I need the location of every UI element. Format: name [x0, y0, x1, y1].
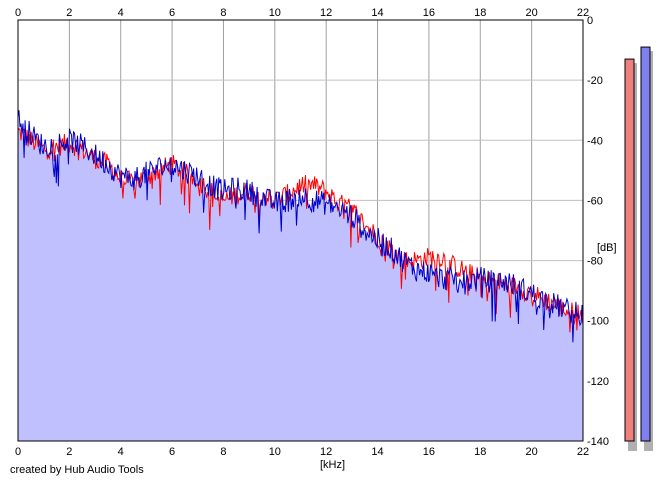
x-tick-label-top: 20 — [526, 7, 538, 19]
x-tick-label-top: 22 — [577, 7, 589, 19]
x-tick-label-bottom: 6 — [169, 446, 175, 458]
y-tick-label: -20 — [587, 75, 603, 87]
spectrum-fill — [18, 128, 583, 441]
x-tick-label-bottom: 12 — [320, 446, 332, 458]
level-meters — [624, 46, 653, 452]
x-tick-label-bottom: 22 — [577, 446, 589, 458]
x-tick-label-top: 2 — [66, 7, 72, 19]
x-tick-label-bottom: 0 — [15, 446, 21, 458]
x-tick-label-top: 0 — [15, 7, 21, 19]
x-tick-label-top: 16 — [423, 7, 435, 19]
y-tick-label: -60 — [587, 195, 603, 207]
x-tick-label-top: 4 — [118, 7, 124, 19]
level-meter-left — [624, 58, 635, 442]
x-tick-labels-bottom: 0 2 4 6 8 10 12 14 16 18 20 22 — [15, 446, 589, 458]
y-tick-label: -100 — [587, 316, 609, 328]
series-line-blue — [17, 110, 584, 343]
x-tick-label-top: 8 — [220, 7, 226, 19]
y-tick-labels: 0 -20 -40 -60 -80 -100 -120 -140 — [587, 15, 609, 448]
spectrum-area — [18, 128, 583, 441]
x-tick-labels-top: 0 2 4 6 8 10 12 14 16 18 20 22 — [15, 7, 589, 19]
credit-text: created by Hub Audio Tools — [10, 464, 144, 476]
y-tick-label: -140 — [587, 436, 609, 448]
x-tick-label-bottom: 10 — [269, 446, 281, 458]
spectrum-lines — [17, 110, 584, 343]
x-tick-label-bottom: 18 — [474, 446, 486, 458]
x-tick-label-bottom: 4 — [118, 446, 124, 458]
x-tick-label-top: 10 — [269, 7, 281, 19]
x-tick-label-top: 14 — [371, 7, 383, 19]
x-tick-label-top: 6 — [169, 7, 175, 19]
x-tick-label-bottom: 8 — [220, 446, 226, 458]
plot-frame — [17, 19, 584, 442]
y-axis-label: [dB] — [597, 242, 617, 254]
level-meter-right — [640, 46, 651, 442]
y-tick-label: -80 — [587, 256, 603, 268]
x-tick-label-bottom: 2 — [66, 446, 72, 458]
x-tick-label-bottom: 16 — [423, 446, 435, 458]
x-tick-label-top: 18 — [474, 7, 486, 19]
y-tick-label: 0 — [587, 15, 593, 27]
x-axis-label: [kHz] — [320, 459, 345, 471]
x-tick-label-top: 12 — [320, 7, 332, 19]
y-tick-label: -120 — [587, 376, 609, 388]
x-tick-label-bottom: 20 — [526, 446, 538, 458]
y-tick-label: -40 — [587, 135, 603, 147]
x-tick-label-bottom: 14 — [371, 446, 383, 458]
